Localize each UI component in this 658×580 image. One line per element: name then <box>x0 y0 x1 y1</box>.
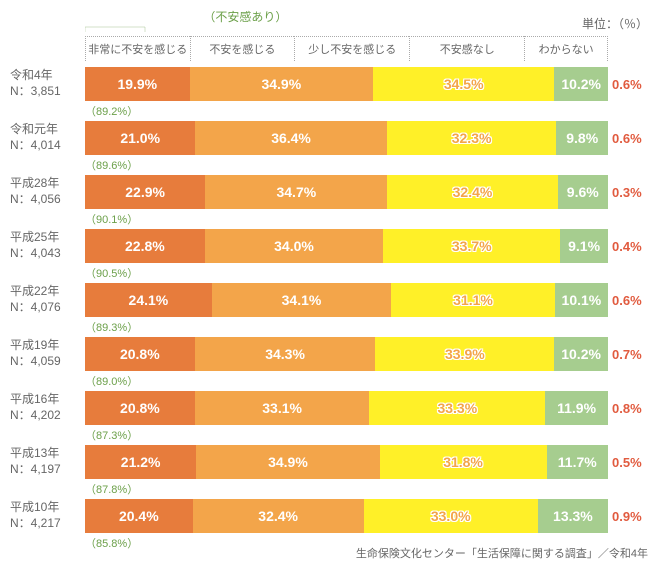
bar-segment: 19.9% <box>85 67 190 101</box>
bar-row: 平成10年N：4,21720.4%32.4%33.0%13.3%（85.8%）0… <box>10 499 648 533</box>
stacked-bar: 22.8%34.0%33.7%9.1% <box>85 229 608 263</box>
bar-row: 平成16年N：4,20220.8%33.1%33.3%11.9%（87.3%）0… <box>10 391 648 425</box>
anxiety-subtotal: （89.2%） <box>85 103 138 119</box>
bar-segment: 24.1% <box>85 283 212 317</box>
bar-segment: 34.7% <box>205 175 387 209</box>
bar-segment: 11.7% <box>547 445 608 479</box>
row-label: 令和元年N：4,014 <box>10 122 85 153</box>
bar-row: 平成19年N：4,05920.8%34.3%33.9%10.2%（89.0%）0… <box>10 337 648 371</box>
anxiety-bracket: （不安感あり） <box>85 10 578 32</box>
legend-cell: 非常に不安を感じる <box>85 36 190 61</box>
bar-segment: 21.0% <box>85 121 195 155</box>
bar-segment: 9.8% <box>556 121 608 155</box>
bar-segment: 36.4% <box>195 121 386 155</box>
row-label: 令和4年N：3,851 <box>10 68 85 99</box>
bar-segment: 11.9% <box>545 391 608 425</box>
stacked-bar-chart: （不安感あり） 単位：（％） 非常に不安を感じる不安を感じる少し不安を感じる不安… <box>10 10 648 561</box>
bar-segment: 33.0% <box>364 499 538 533</box>
row-label: 平成13年N：4,197 <box>10 446 85 477</box>
unknown-value: 0.3% <box>608 185 648 200</box>
bar-segment: 33.9% <box>375 337 554 371</box>
bar-segment: 31.8% <box>380 445 547 479</box>
unknown-value: 0.9% <box>608 509 648 524</box>
legend-row: 非常に不安を感じる不安を感じる少し不安を感じる不安感なしわからない <box>10 36 648 61</box>
legend-cell: 不安を感じる <box>190 36 295 61</box>
stacked-bar: 24.1%34.1%31.1%10.1% <box>85 283 608 317</box>
bar-segment: 33.7% <box>383 229 560 263</box>
stacked-bar: 21.0%36.4%32.3%9.8% <box>85 121 608 155</box>
unknown-value: 0.7% <box>608 347 648 362</box>
stacked-bar: 20.8%33.1%33.3%11.9% <box>85 391 608 425</box>
legend-cell: わからない <box>524 36 608 61</box>
bar-row: 平成13年N：4,19721.2%34.9%31.8%11.7%（87.8%）0… <box>10 445 648 479</box>
bar-segment: 10.2% <box>554 337 608 371</box>
bar-row: 平成25年N：4,04322.8%34.0%33.7%9.1%（90.5%）0.… <box>10 229 648 263</box>
stacked-bar: 20.8%34.3%33.9%10.2% <box>85 337 608 371</box>
bar-segment: 31.1% <box>391 283 555 317</box>
bar-segment: 33.3% <box>369 391 545 425</box>
bar-segment: 22.9% <box>85 175 205 209</box>
legend-cell: 不安感なし <box>409 36 524 61</box>
stacked-bar: 20.4%32.4%33.0%13.3% <box>85 499 608 533</box>
anxiety-subtotal: （87.3%） <box>85 427 138 443</box>
row-label: 平成10年N：4,217 <box>10 500 85 531</box>
stacked-bar: 19.9%34.9%34.5%10.2% <box>85 67 608 101</box>
unit-label: 単位：（％） <box>578 15 648 32</box>
bar-segment: 34.5% <box>373 67 554 101</box>
row-label: 平成25年N：4,043 <box>10 230 85 261</box>
anxiety-subtotal: （90.1%） <box>85 211 138 227</box>
bar-segment: 20.4% <box>85 499 193 533</box>
bar-segment: 32.4% <box>193 499 364 533</box>
bar-segment: 20.8% <box>85 391 195 425</box>
anxiety-subtotal: （85.8%） <box>85 535 138 551</box>
row-label: 平成19年N：4,059 <box>10 338 85 369</box>
unknown-value: 0.6% <box>608 77 648 92</box>
header-row: （不安感あり） 単位：（％） <box>10 10 648 32</box>
bar-row: 令和元年N：4,01421.0%36.4%32.3%9.8%（89.6%）0.6… <box>10 121 648 155</box>
anxiety-subtotal: （89.6%） <box>85 157 138 173</box>
unknown-value: 0.5% <box>608 455 648 470</box>
bar-row: 平成22年N：4,07624.1%34.1%31.1%10.1%（89.3%）0… <box>10 283 648 317</box>
bar-segment: 34.3% <box>195 337 376 371</box>
bar-segment: 10.1% <box>555 283 608 317</box>
bar-segment: 10.2% <box>554 67 608 101</box>
legend-cell: 少し不安を感じる <box>294 36 409 61</box>
bar-segment: 33.1% <box>195 391 370 425</box>
bar-row: 令和4年N：3,85119.9%34.9%34.5%10.2%（89.2%）0.… <box>10 67 648 101</box>
bar-segment: 20.8% <box>85 337 195 371</box>
row-label: 平成28年N：4,056 <box>10 176 85 207</box>
unknown-value: 0.6% <box>608 293 648 308</box>
stacked-bar: 21.2%34.9%31.8%11.7% <box>85 445 608 479</box>
anxiety-subtotal: （87.8%） <box>85 481 138 497</box>
row-label: 平成22年N：4,076 <box>10 284 85 315</box>
bar-segment: 34.9% <box>190 67 373 101</box>
row-label: 平成16年N：4,202 <box>10 392 85 423</box>
bar-row: 平成28年N：4,05622.9%34.7%32.4%9.6%（90.1%）0.… <box>10 175 648 209</box>
bar-segment: 22.8% <box>85 229 205 263</box>
bar-segment: 32.3% <box>387 121 557 155</box>
unknown-value: 0.6% <box>608 131 648 146</box>
anxiety-subtotal: （90.5%） <box>85 265 138 281</box>
bar-segment: 13.3% <box>538 499 608 533</box>
bar-segment: 32.4% <box>387 175 557 209</box>
bar-segment: 34.1% <box>212 283 391 317</box>
bar-segment: 34.9% <box>196 445 379 479</box>
bar-segment: 34.0% <box>205 229 384 263</box>
stacked-bar: 22.9%34.7%32.4%9.6% <box>85 175 608 209</box>
bracket-label: （不安感あり） <box>203 8 287 25</box>
bar-segment: 21.2% <box>85 445 196 479</box>
anxiety-subtotal: （89.3%） <box>85 319 138 335</box>
anxiety-subtotal: （89.0%） <box>85 373 138 389</box>
bar-segment: 9.6% <box>558 175 608 209</box>
bar-segment: 9.1% <box>560 229 608 263</box>
unknown-value: 0.8% <box>608 401 648 416</box>
unknown-value: 0.4% <box>608 239 648 254</box>
bar-rows: 令和4年N：3,85119.9%34.9%34.5%10.2%（89.2%）0.… <box>10 67 648 533</box>
